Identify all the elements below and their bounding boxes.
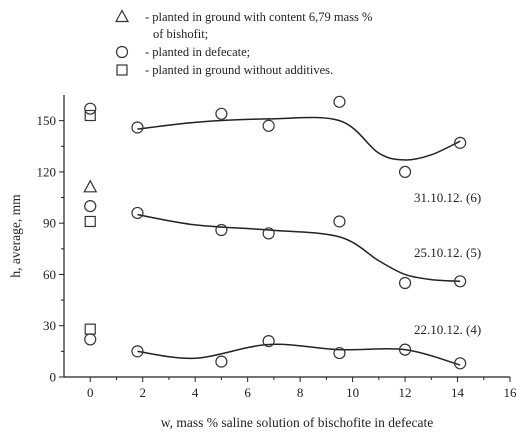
circle-point-series-3: [216, 356, 227, 367]
x-tick-label: 2: [139, 385, 146, 400]
x-tick-label: 6: [244, 385, 251, 400]
circle-point-series-2: [132, 207, 143, 218]
x-tick-label: 0: [87, 385, 94, 400]
series-label-3: 22.10.12. (4): [414, 322, 481, 337]
y-tick-label: 90: [43, 216, 56, 231]
series-label-2: 25.10.12. (5): [414, 245, 481, 260]
data-points: [84, 96, 465, 368]
circle-point-series-3: [85, 334, 96, 345]
fit-curve-1: [137, 117, 460, 159]
y-tick-label: 60: [43, 267, 56, 282]
circle-point-series-1: [132, 122, 143, 133]
fit-curve-3: [137, 344, 460, 365]
triangle-point-series-1: [84, 181, 96, 192]
circle-point-series-1: [263, 120, 274, 131]
square-point-series-2: [85, 216, 95, 226]
y-tick-label: 120: [37, 164, 57, 179]
legend-entry-1-line-1: - planted in ground with content 6,79 ma…: [145, 10, 372, 24]
legend-triangle-marker: [116, 11, 128, 22]
y-tick-label: 0: [50, 370, 57, 385]
square-point-series-3: [85, 324, 95, 334]
legend: - planted in ground with content 6,79 ma…: [116, 10, 372, 77]
x-tick-label: 4: [192, 385, 199, 400]
x-tick-label: 10: [346, 385, 359, 400]
y-tick-label: 150: [37, 113, 57, 128]
legend-entry-2-line-1: - planted in defecate;: [145, 45, 250, 59]
circle-point-series-1: [400, 166, 411, 177]
circle-point-series-2: [216, 225, 227, 236]
legend-square-marker: [117, 65, 127, 75]
y-axis-title: h, average, mm: [8, 194, 23, 278]
square-point-series-1: [85, 111, 95, 121]
circle-point-series-1: [85, 103, 96, 114]
circle-point-series-1: [334, 96, 345, 107]
fit-curve-2: [137, 215, 460, 282]
circle-point-series-1: [216, 108, 227, 119]
legend-entry-3-line-1: - planted in ground without additives.: [145, 63, 333, 77]
legend-entry-1-line-2: of bishofit;: [153, 27, 208, 41]
x-axis-title: w, mass % saline solution of bischofite …: [161, 415, 433, 430]
y-tick-label: 30: [43, 318, 56, 333]
x-tick-label: 8: [297, 385, 304, 400]
x-tick-label: 12: [399, 385, 412, 400]
circle-point-series-2: [85, 201, 96, 212]
series-labels: 31.10.12. (6) 25.10.12. (5) 22.10.12. (4): [414, 190, 481, 337]
fitted-curves: [137, 117, 460, 365]
legend-circle-marker: [117, 47, 128, 58]
circle-point-series-2: [334, 216, 345, 227]
series-label-1: 31.10.12. (6): [414, 190, 481, 205]
x-tick-label: 14: [451, 385, 465, 400]
x-tick-label: 16: [504, 385, 516, 400]
circle-point-series-2: [400, 278, 411, 289]
